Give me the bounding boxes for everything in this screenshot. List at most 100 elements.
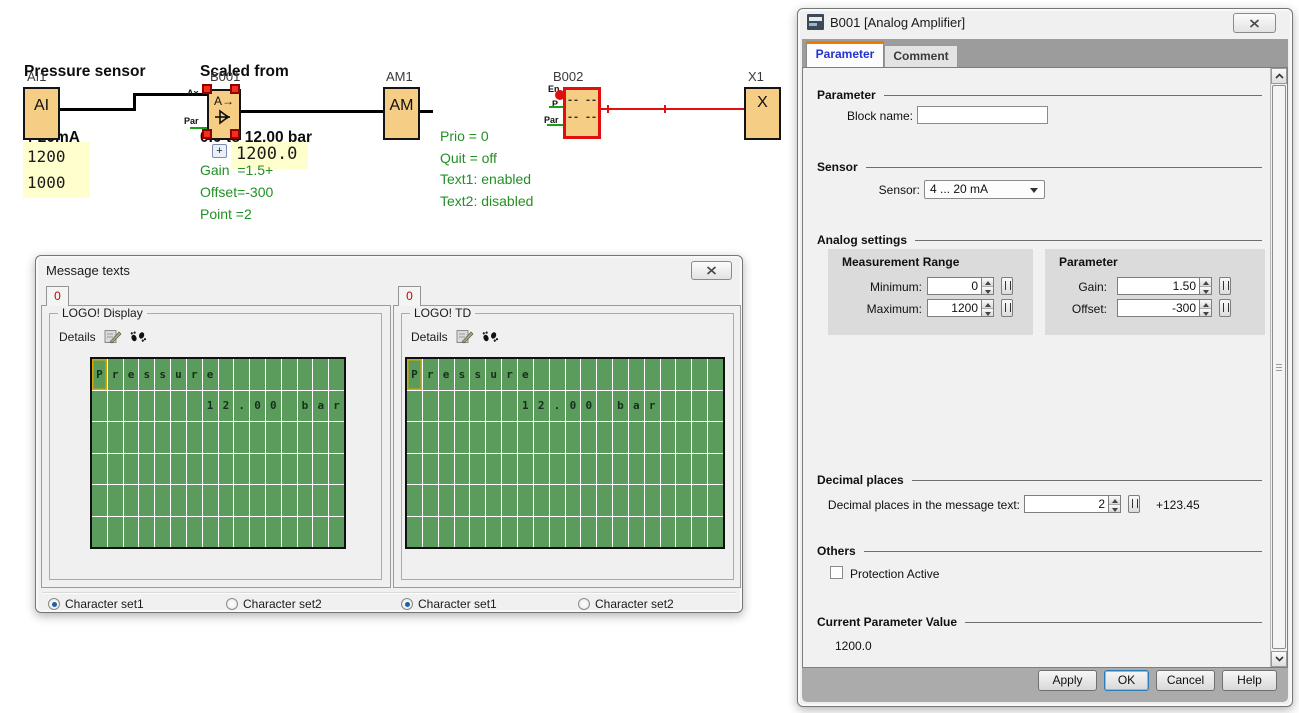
lcd-cell[interactable] (234, 359, 249, 390)
lcd-cell[interactable] (124, 422, 139, 453)
lcd-cell[interactable] (423, 391, 438, 422)
lcd-cell[interactable] (282, 517, 297, 548)
lcd-cell[interactable] (171, 454, 186, 485)
lcd-cell[interactable] (313, 359, 328, 390)
radio-icon[interactable] (226, 598, 238, 610)
lcd-cell[interactable] (597, 422, 612, 453)
lcd-cell[interactable] (470, 454, 485, 485)
spin-down-icon[interactable] (1109, 505, 1120, 513)
lcd-cell[interactable] (597, 391, 612, 422)
lcd-cell[interactable] (313, 485, 328, 516)
lcd-cell[interactable]: P (407, 359, 422, 390)
lcd-cell[interactable] (187, 454, 202, 485)
block-name-input[interactable] (917, 106, 1048, 124)
lcd-cell[interactable] (534, 359, 549, 390)
lcd-cell[interactable] (329, 517, 344, 548)
lcd-cell[interactable] (518, 485, 533, 516)
lcd-cell[interactable] (661, 391, 676, 422)
lcd-cell[interactable] (676, 454, 691, 485)
lcd-cell[interactable] (234, 454, 249, 485)
lcd-cell[interactable]: r (645, 391, 660, 422)
lcd-cell[interactable] (581, 485, 596, 516)
spin-up-icon[interactable] (982, 300, 993, 309)
lcd-cell[interactable] (597, 485, 612, 516)
lcd-cell[interactable] (566, 422, 581, 453)
lcd-cell[interactable] (155, 517, 170, 548)
lcd-cell[interactable] (708, 422, 723, 453)
lcd-cell[interactable] (108, 485, 123, 516)
lcd-cell[interactable] (581, 517, 596, 548)
lcd-cell[interactable] (676, 359, 691, 390)
lcd-cell[interactable] (187, 517, 202, 548)
lcd-cell[interactable] (298, 517, 313, 548)
lcd-cell[interactable] (92, 454, 107, 485)
lcd-cell[interactable] (629, 517, 644, 548)
lcd-cell[interactable] (203, 422, 218, 453)
lcd-cell[interactable] (439, 485, 454, 516)
lcd-cell[interactable] (92, 517, 107, 548)
radio-display-charset2[interactable]: Character set2 (226, 597, 322, 611)
lcd-cell[interactable] (692, 422, 707, 453)
lcd-cell[interactable] (661, 517, 676, 548)
lcd-cell[interactable] (439, 454, 454, 485)
lcd-cell[interactable] (455, 517, 470, 548)
logo-display-character-grid[interactable]: Pressure12.00bar (90, 357, 346, 549)
lcd-cell[interactable] (92, 391, 107, 422)
lcd-cell[interactable] (313, 422, 328, 453)
lcd-cell[interactable] (502, 422, 517, 453)
lcd-cell[interactable]: u (171, 359, 186, 390)
edit-details-icon[interactable] (456, 329, 474, 344)
lcd-cell[interactable] (124, 454, 139, 485)
lcd-cell[interactable] (708, 359, 723, 390)
lcd-cell[interactable] (534, 422, 549, 453)
lcd-cell[interactable] (108, 454, 123, 485)
lcd-cell[interactable] (171, 391, 186, 422)
spin-down-icon[interactable] (982, 287, 993, 295)
lcd-cell[interactable] (455, 422, 470, 453)
lcd-cell[interactable]: e (124, 359, 139, 390)
lcd-cell[interactable] (139, 485, 154, 516)
lcd-cell[interactable] (407, 485, 422, 516)
lcd-cell[interactable] (613, 485, 628, 516)
lcd-cell[interactable] (124, 485, 139, 516)
lcd-cell[interactable] (266, 422, 281, 453)
lcd-cell[interactable]: . (550, 391, 565, 422)
lcd-cell[interactable]: s (155, 359, 170, 390)
radio-icon[interactable] (401, 598, 413, 610)
scroll-up-button[interactable] (1271, 68, 1287, 84)
gain-reference-button[interactable] (1219, 277, 1231, 295)
lcd-cell[interactable] (108, 422, 123, 453)
lcd-cell[interactable] (266, 517, 281, 548)
lcd-cell[interactable]: r (108, 359, 123, 390)
lcd-cell[interactable] (282, 485, 297, 516)
lcd-cell[interactable] (250, 485, 265, 516)
lcd-cell[interactable] (455, 485, 470, 516)
lcd-cell[interactable] (219, 485, 234, 516)
lcd-cell[interactable] (234, 517, 249, 548)
radio-td-charset2[interactable]: Character set2 (578, 597, 674, 611)
spin-up-icon[interactable] (1109, 496, 1120, 505)
spin-down-icon[interactable] (1200, 309, 1211, 317)
lcd-cell[interactable] (645, 422, 660, 453)
selection-handle[interactable] (230, 84, 240, 94)
lcd-cell[interactable] (407, 422, 422, 453)
lcd-cell[interactable] (502, 454, 517, 485)
minimum-spinner[interactable] (981, 277, 994, 295)
offset-reference-button[interactable] (1219, 299, 1231, 317)
lcd-cell[interactable]: 0 (266, 391, 281, 422)
scroll-down-button[interactable] (1271, 651, 1287, 667)
lcd-cell[interactable] (534, 517, 549, 548)
lcd-cell[interactable] (708, 391, 723, 422)
lcd-cell[interactable] (407, 517, 422, 548)
close-button[interactable] (1233, 13, 1276, 33)
edit-details-icon[interactable] (104, 329, 122, 344)
lcd-cell[interactable] (550, 422, 565, 453)
ticker-icon[interactable] (482, 330, 498, 343)
radio-icon[interactable] (578, 598, 590, 610)
lcd-cell[interactable] (550, 485, 565, 516)
lcd-cell[interactable] (266, 359, 281, 390)
lcd-cell[interactable] (661, 422, 676, 453)
lcd-cell[interactable] (676, 391, 691, 422)
lcd-cell[interactable]: b (613, 391, 628, 422)
lcd-cell[interactable] (692, 517, 707, 548)
